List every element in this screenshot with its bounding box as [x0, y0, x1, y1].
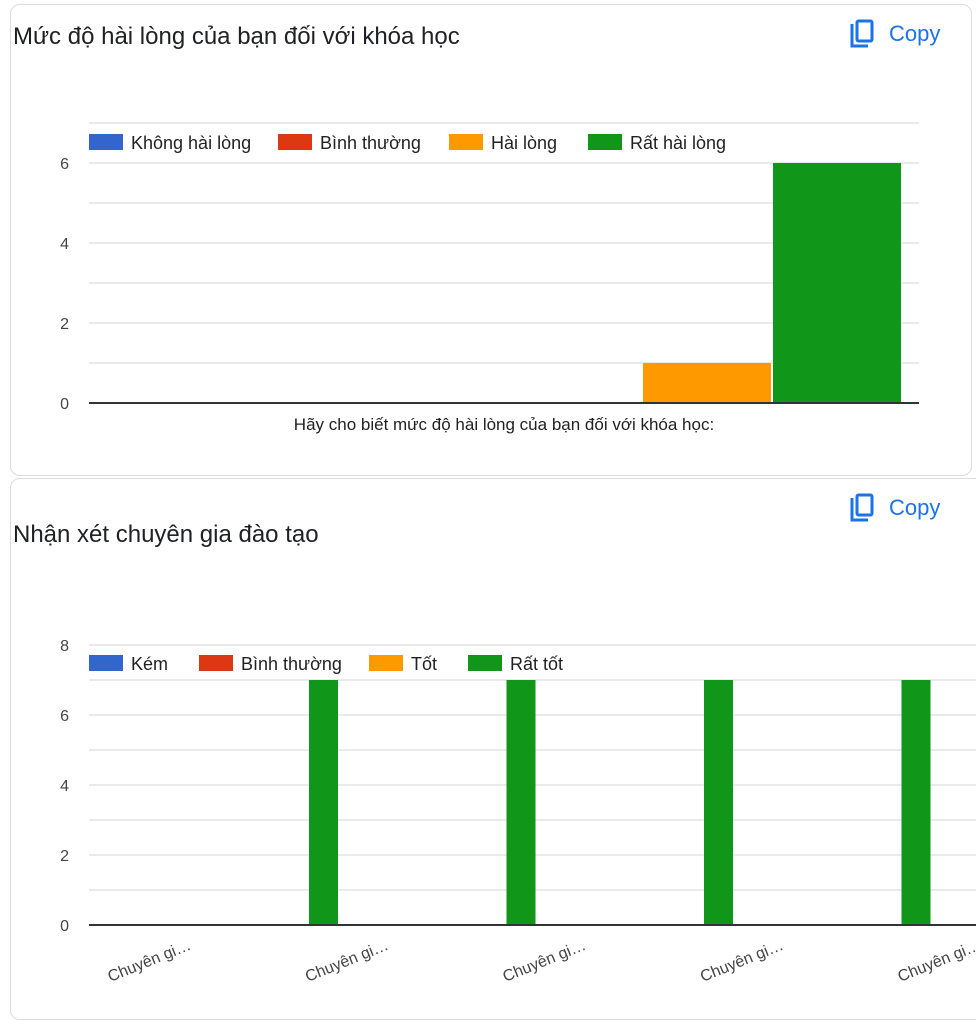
y-tick-label: 4 — [60, 236, 69, 253]
y-tick-label: 8 — [60, 638, 69, 655]
copy-label: Copy — [889, 21, 941, 46]
bar — [506, 680, 536, 925]
chart-card-satisfaction: Mức độ hài lòng của bạn đối với khóa học… — [10, 4, 972, 476]
legend-label: Hài lòng — [491, 133, 557, 153]
bar — [309, 680, 338, 925]
y-tick-label: 2 — [60, 848, 69, 865]
y-tick-label: 6 — [60, 156, 69, 173]
legend-swatch — [89, 134, 123, 150]
x-tick-label: Chuyên gi… — [500, 937, 588, 986]
y-tick-label: 2 — [60, 316, 69, 333]
legend-label: Tốt — [411, 654, 437, 674]
legend-label: Không hài lòng — [131, 133, 251, 153]
copy-icon — [849, 493, 875, 523]
copy-button[interactable]: Copy — [849, 493, 940, 523]
bar — [643, 363, 771, 403]
x-axis-title: Hãy cho biết mức độ hài lòng của bạn đối… — [294, 415, 714, 434]
copy-button[interactable]: Copy — [849, 19, 940, 49]
y-tick-label: 4 — [60, 778, 69, 795]
legend-swatch — [369, 655, 403, 671]
legend-label: Rất hài lòng — [630, 133, 726, 153]
chart-satisfaction: 0 2 4 6 Không hài lòng Bình thường Hài lòng Rất… — [60, 122, 919, 434]
x-tick-label: Chuyên gi… — [105, 937, 193, 986]
chart-title: Nhận xét chuyên gia đào tạo — [13, 521, 319, 548]
chart-card-trainer-review: Nhận xét chuyên gia đào tạo Copy 0 2 4 6 8 Ké… — [10, 478, 976, 1020]
bar — [704, 680, 733, 925]
x-tick-label: Chuyên gi… — [698, 937, 786, 986]
chart-title: Mức độ hài lòng của bạn đối với khóa học — [13, 23, 460, 50]
legend-swatch — [89, 655, 123, 671]
legend-label: Kém — [131, 654, 168, 674]
bar — [773, 163, 901, 403]
y-tick-label: 0 — [60, 918, 69, 935]
y-tick-label: 0 — [60, 396, 69, 413]
copy-icon — [849, 19, 875, 49]
chart-trainer-review: 0 2 4 6 8 Kém Bình thường Tốt Rất tốt Chuyên gi… C… — [60, 638, 976, 986]
legend-swatch — [468, 655, 502, 671]
legend-swatch — [449, 134, 483, 150]
legend-label: Bình thường — [241, 654, 342, 674]
legend-label: Rất tốt — [510, 654, 563, 674]
legend-swatch — [278, 134, 312, 150]
copy-label: Copy — [889, 495, 941, 520]
bar — [901, 680, 931, 925]
legend-swatch — [199, 655, 233, 671]
x-tick-label: Chuyên gi… — [895, 937, 976, 986]
legend-swatch — [588, 134, 622, 150]
x-tick-label: Chuyên gi… — [303, 937, 391, 986]
legend-label: Bình thường — [320, 133, 421, 153]
y-tick-label: 6 — [60, 708, 69, 725]
